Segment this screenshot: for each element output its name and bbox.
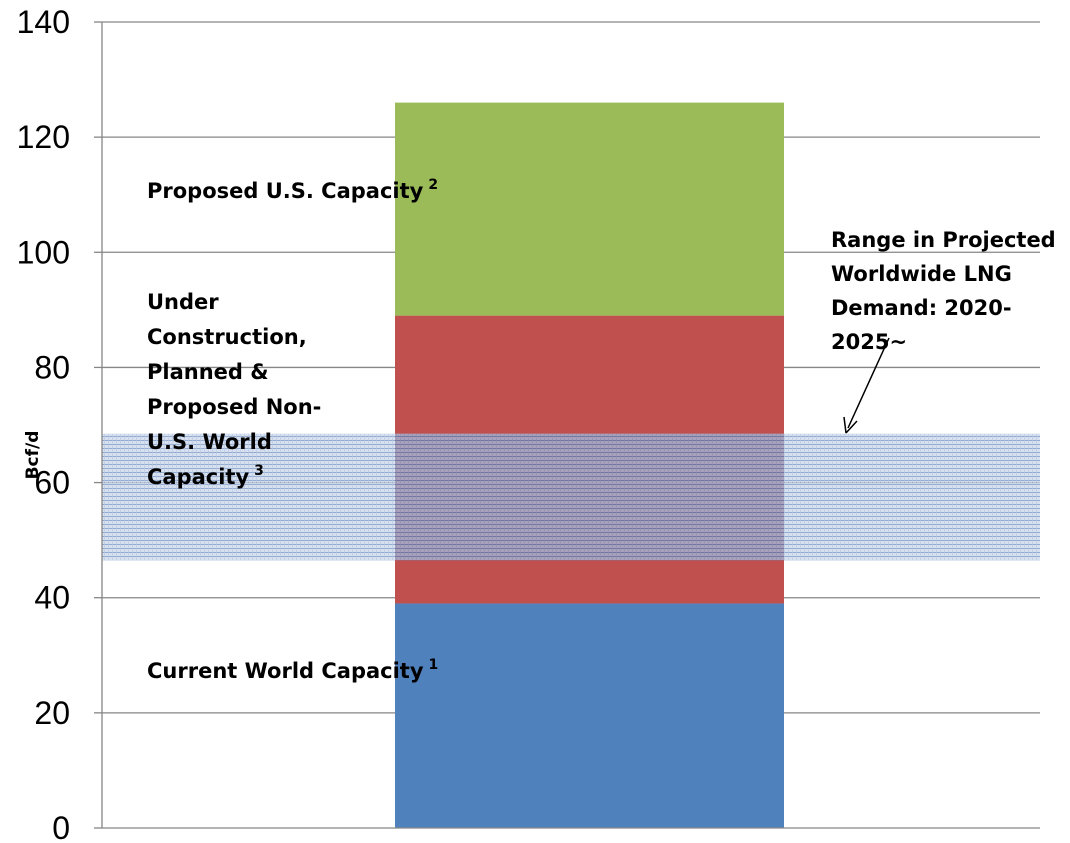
y-tick-label: 20	[34, 695, 70, 731]
demand-range-arrowhead	[843, 416, 858, 434]
segment-label-non-us-line-4: U.S. World	[147, 430, 272, 454]
segment-label-non-us-line-1: Construction,	[147, 325, 307, 349]
y-tick-label: 140	[17, 4, 70, 40]
demand-range-fill	[102, 433, 1040, 561]
segment-label-current: Current World Capacity 1	[147, 657, 438, 683]
segment-label-current-text: Current World Capacity	[147, 659, 424, 683]
segment-label-us: Proposed U.S. Capacity 2	[147, 177, 438, 203]
segment-label-non-us-footnote: 3	[254, 463, 264, 479]
segment-label-non-us-line-2: Planned &	[147, 360, 269, 384]
segment-label-non-us: Under Construction, Planned & Proposed N…	[147, 290, 329, 489]
y-tick-label: 40	[34, 580, 70, 616]
y-tick-label: 60	[34, 465, 70, 501]
demand-range-label-line-2: Demand: 2020-	[831, 296, 1012, 320]
demand-range-band	[102, 433, 1040, 561]
segment-label-us-text: Proposed U.S. Capacity	[147, 179, 424, 203]
demand-range-overlap	[395, 433, 784, 561]
y-tick-label: 120	[17, 119, 70, 155]
bar-segment-0	[395, 603, 784, 828]
segment-label-current-footnote: 1	[429, 657, 439, 673]
bar-segment-2	[395, 102, 784, 316]
y-tick-label: 0	[52, 810, 70, 843]
segment-label-us-footnote: 2	[428, 177, 438, 193]
axes	[94, 21, 1040, 829]
demand-range-label-line-1: Worldwide LNG	[831, 262, 1012, 286]
segment-label-non-us-line-3: Proposed Non-	[147, 395, 321, 419]
y-tick-labels: 0 20 40 60 80 100 120 140	[17, 4, 70, 843]
demand-range-label-line-3: 2025~	[831, 330, 907, 354]
demand-range-label-line-0: Range in Projected	[831, 228, 1056, 252]
y-tick-label: 80	[34, 349, 70, 385]
demand-range-arrow	[847, 337, 890, 429]
y-axis-label: Bcf/d	[23, 431, 43, 480]
segment-label-non-us-line-5: Capacity	[147, 465, 249, 489]
y-tick-label: 100	[17, 234, 70, 270]
segment-label-non-us-line-0: Under	[147, 290, 219, 314]
demand-range-label: Range in Projected Worldwide LNG Demand:…	[831, 228, 1063, 354]
